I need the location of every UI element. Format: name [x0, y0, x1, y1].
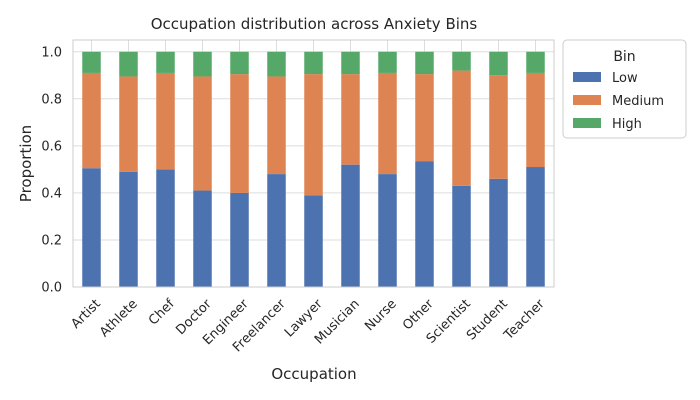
bar-high-artist — [82, 51, 101, 73]
legend-label-high: High — [612, 117, 642, 132]
bar-medium-freelancer — [267, 76, 286, 175]
bar-medium-athlete — [119, 76, 138, 172]
x-tick-label: Artist — [69, 297, 104, 332]
bar-high-doctor — [193, 51, 212, 77]
bar-medium-other — [415, 74, 434, 162]
bar-medium-artist — [82, 72, 101, 169]
bar-high-lawyer — [304, 51, 323, 75]
bar-low-engineer — [230, 192, 249, 287]
y-tick-label: 0.6 — [41, 139, 62, 154]
bar-high-freelancer — [267, 51, 286, 77]
bar-high-nurse — [378, 51, 397, 73]
legend-swatch-medium — [573, 95, 601, 105]
bar-medium-engineer — [230, 74, 249, 193]
bar-high-scientist — [452, 51, 471, 71]
bar-low-nurse — [378, 174, 397, 287]
legend-label-medium: Medium — [612, 94, 664, 109]
bar-medium-nurse — [378, 72, 397, 175]
legend: Bin Low Medium High — [562, 39, 687, 139]
x-tick-label: Athlete — [97, 297, 141, 341]
bar-high-teacher — [526, 51, 545, 73]
bar-low-lawyer — [304, 195, 323, 287]
bar-low-scientist — [452, 185, 471, 287]
bar-low-athlete — [119, 171, 138, 287]
bar-medium-scientist — [452, 70, 471, 186]
y-tick-label: 0.4 — [41, 186, 62, 201]
bar-low-musician — [341, 164, 360, 287]
legend-label-low: Low — [612, 71, 638, 86]
bar-high-chef — [156, 51, 175, 73]
y-tick-label: 0.0 — [41, 281, 62, 296]
legend-title: Bin — [613, 49, 635, 65]
bars-group — [82, 51, 545, 287]
bar-low-chef — [156, 169, 175, 287]
legend-box — [562, 39, 687, 139]
legend-items: Low Medium High — [573, 71, 664, 132]
x-tick-label: Nurse — [362, 297, 400, 335]
bar-low-freelancer — [267, 174, 286, 287]
bar-medium-student — [489, 75, 508, 179]
chart-title: Occupation distribution across Anxiety B… — [151, 15, 478, 33]
plot-frame — [72, 39, 555, 288]
bar-medium-teacher — [526, 72, 545, 168]
y-tick-label: 0.8 — [41, 92, 62, 107]
y-tick-label: 0.2 — [41, 233, 62, 248]
bar-medium-chef — [156, 72, 175, 170]
bar-high-student — [489, 51, 508, 76]
x-tick-label: Chef — [146, 296, 178, 328]
legend-swatch-low — [573, 72, 601, 82]
bar-medium-musician — [341, 74, 360, 165]
bar-high-other — [415, 51, 434, 75]
bar-high-athlete — [119, 51, 138, 77]
x-tick-label: Teacher — [501, 296, 548, 343]
bar-high-engineer — [230, 51, 249, 75]
x-axis-label: Occupation — [271, 365, 356, 383]
bar-low-other — [415, 161, 434, 287]
y-tick-labels: 0.0 0.2 0.4 0.6 0.8 1.0 — [41, 45, 62, 295]
bar-low-doctor — [193, 190, 212, 287]
bar-low-teacher — [526, 167, 545, 287]
y-tick-label: 1.0 — [41, 45, 62, 60]
bar-medium-doctor — [193, 76, 212, 191]
x-tick-label: Student — [464, 297, 511, 344]
legend-swatch-high — [573, 118, 601, 128]
bar-low-student — [489, 178, 508, 287]
y-axis-label: Proportion — [17, 125, 35, 202]
bar-high-musician — [341, 51, 360, 75]
bar-low-artist — [82, 168, 101, 287]
bar-medium-lawyer — [304, 74, 323, 196]
